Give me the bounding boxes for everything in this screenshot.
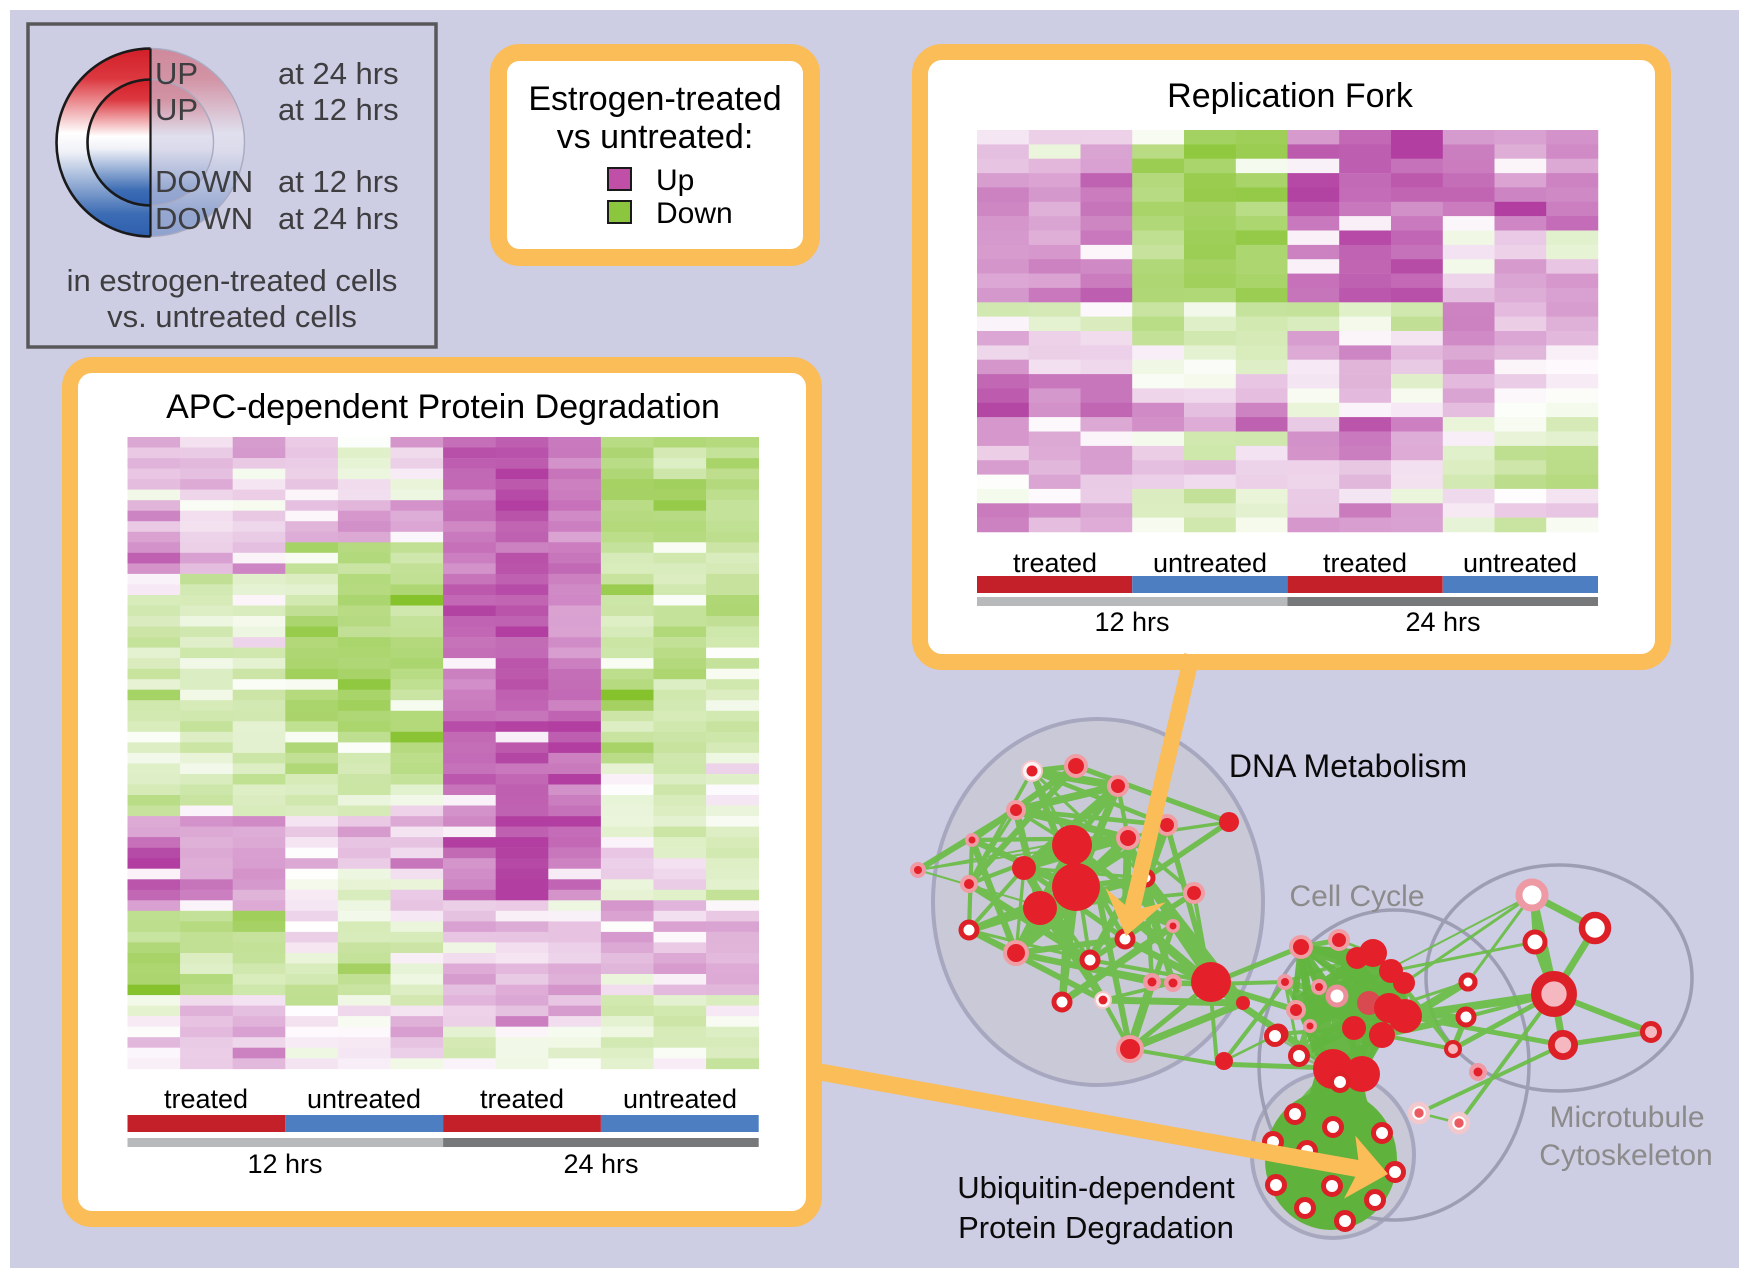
svg-text:DOWN: DOWN [155, 164, 253, 199]
svg-text:12 hrs: 12 hrs [247, 1149, 322, 1179]
svg-text:treated: treated [1013, 548, 1097, 578]
svg-text:treated: treated [480, 1084, 564, 1114]
svg-text:APC-dependent Protein Degradat: APC-dependent Protein Degradation [166, 388, 720, 426]
svg-text:12 hrs: 12 hrs [1094, 607, 1169, 637]
svg-text:24 hrs: 24 hrs [563, 1149, 638, 1179]
svg-text:at 12 hrs: at 12 hrs [278, 164, 399, 199]
svg-text:treated: treated [1323, 548, 1407, 578]
svg-text:untreated: untreated [307, 1084, 421, 1114]
svg-text:vs. untreated cells: vs. untreated cells [107, 299, 357, 334]
svg-text:Replication Fork: Replication Fork [1167, 77, 1414, 115]
svg-text:24 hrs: 24 hrs [1405, 607, 1480, 637]
svg-text:Microtubule: Microtubule [1549, 1101, 1704, 1134]
svg-text:at 24 hrs: at 24 hrs [278, 201, 399, 236]
svg-text:untreated: untreated [1463, 548, 1577, 578]
svg-text:at 24 hrs: at 24 hrs [278, 56, 399, 91]
svg-text:Cytoskeleton: Cytoskeleton [1539, 1139, 1712, 1172]
svg-text:untreated: untreated [623, 1084, 737, 1114]
svg-text:Cell Cycle: Cell Cycle [1289, 880, 1424, 913]
svg-text:Protein Degradation: Protein Degradation [958, 1210, 1234, 1245]
svg-text:DOWN: DOWN [155, 201, 253, 236]
svg-text:treated: treated [164, 1084, 248, 1114]
svg-text:Up: Up [656, 164, 694, 197]
svg-text:Down: Down [656, 197, 733, 230]
svg-text:UP: UP [155, 56, 198, 91]
svg-text:at 12 hrs: at 12 hrs [278, 92, 399, 127]
svg-text:in estrogen-treated cells: in estrogen-treated cells [67, 263, 398, 298]
svg-text:vs untreated:: vs untreated: [557, 118, 754, 156]
svg-text:untreated: untreated [1153, 548, 1267, 578]
svg-text:DNA Metabolism: DNA Metabolism [1229, 748, 1467, 784]
svg-text:UP: UP [155, 92, 198, 127]
svg-text:Estrogen-treated: Estrogen-treated [528, 80, 781, 118]
svg-text:Ubiquitin-dependent: Ubiquitin-dependent [957, 1170, 1235, 1205]
